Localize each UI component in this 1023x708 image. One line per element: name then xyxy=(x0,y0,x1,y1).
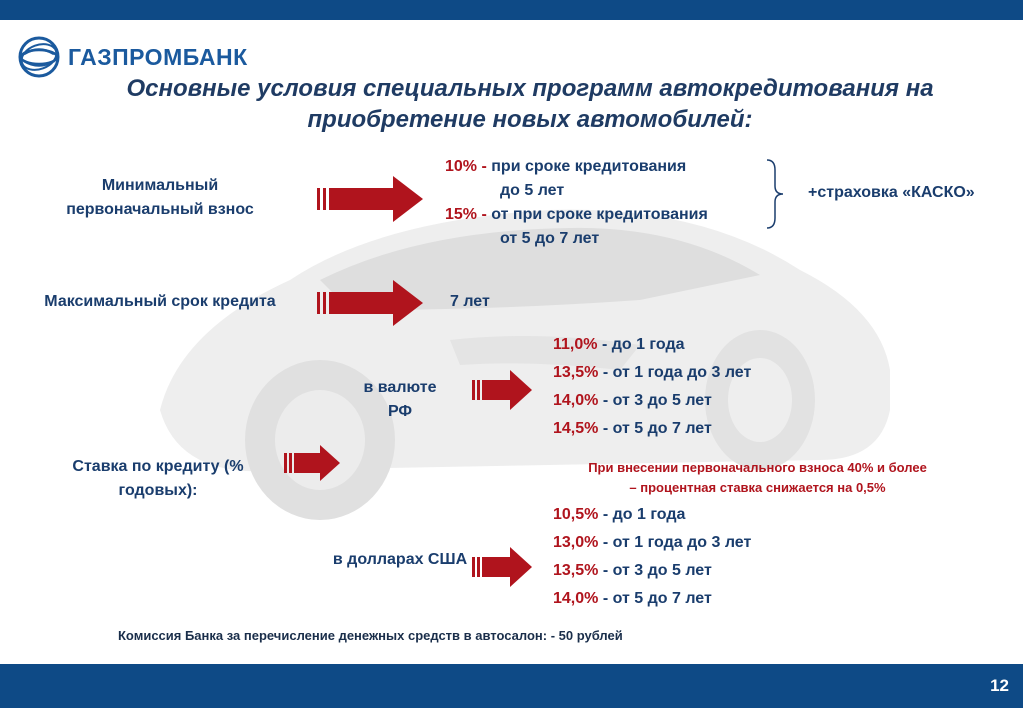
rate-percent: 13,5% xyxy=(553,364,599,381)
rate-arrow-icon xyxy=(284,445,340,481)
rate-label: Ставка по кредиту (% годовых): xyxy=(72,458,244,499)
insurance-label: +страховка «КАСКО» xyxy=(808,184,975,201)
rate-term: - от 1 года до 3 лет xyxy=(602,534,752,551)
rate-percent: 14,0% xyxy=(553,392,599,409)
rate-row: 10,5% - до 1 года xyxy=(553,506,685,524)
bottom-bar: 12 xyxy=(0,664,1023,708)
curly-brace-icon xyxy=(766,159,784,229)
discount-note-line2: – процентная ставка снижается на 0,5% xyxy=(629,480,886,495)
page-number: 12 xyxy=(990,676,1009,695)
rate-row: 14,5% - от 5 до 7 лет xyxy=(553,420,712,438)
usd-label: в долларах США xyxy=(332,551,468,568)
rate-term: - от 5 до 7 лет xyxy=(602,420,712,437)
top-bar xyxy=(0,0,1023,20)
gazprombank-emblem-icon xyxy=(18,36,60,78)
usd-arrow-icon xyxy=(472,547,532,587)
rate-percent: 13,5% xyxy=(553,562,599,579)
rate-row: 13,0% - от 1 года до 3 лет xyxy=(553,534,751,552)
rate-row: 14,0% - от 5 до 7 лет xyxy=(553,590,712,608)
rub-label: в валюте РФ xyxy=(363,379,437,420)
discount-note-line1: При внесении первоначального взноса 40% … xyxy=(588,460,927,475)
rate-percent: 11,0% xyxy=(553,336,598,353)
min-payment-line4: от 5 до 7 лет xyxy=(500,230,600,247)
rate-term: - до 1 года xyxy=(601,336,685,353)
rate-term: - от 3 до 5 лет xyxy=(602,392,712,409)
rate-percent: 13,0% xyxy=(553,534,599,551)
rate-term: - от 1 года до 3 лет xyxy=(602,364,752,381)
rub-arrow-icon xyxy=(472,370,532,410)
max-term-arrow-icon xyxy=(317,280,423,326)
min-payment-line3: 15% - от при сроке кредитования xyxy=(445,206,708,224)
rate-row: 13,5% - от 3 до 5 лет xyxy=(553,562,712,580)
rate-row: 14,0% - от 3 до 5 лет xyxy=(553,392,712,410)
rate-percent: 14,5% xyxy=(553,420,599,437)
min-payment-15-pct: 15% - xyxy=(445,206,487,223)
discount-note: При внесении первоначального взноса 40% … xyxy=(545,458,970,498)
max-term-label: Максимальный срок кредита xyxy=(44,293,276,310)
min-payment-label: Минимальный первоначальный взнос xyxy=(66,177,254,218)
brand-name: ГАЗПРОМБАНК xyxy=(68,43,248,70)
rate-percent: 14,0% xyxy=(553,590,599,607)
min-payment-line3-text: от при сроке кредитования xyxy=(491,206,708,223)
brand-logo: ГАЗПРОМБАНК xyxy=(18,36,248,78)
min-payment-line1-text: при сроке кредитования xyxy=(491,158,687,175)
page-title: Основные условия специальных программ ав… xyxy=(126,75,934,133)
rate-term: - от 5 до 7 лет xyxy=(602,590,712,607)
rate-row: 11,0% - до 1 года xyxy=(553,336,685,354)
max-term-value: 7 лет xyxy=(450,293,490,310)
min-payment-10-pct: 10% - xyxy=(445,158,487,175)
commission-footer: Комиссия Банка за перечисление денежных … xyxy=(118,628,623,643)
rate-percent: 10,5% xyxy=(553,506,599,523)
rate-term: - до 1 года xyxy=(602,506,686,523)
rate-term: - от 3 до 5 лет xyxy=(602,562,712,579)
min-payment-line1: 10% - при сроке кредитования xyxy=(445,158,686,176)
car-background-image xyxy=(160,209,890,520)
min-payment-arrow-icon xyxy=(317,176,423,222)
min-payment-line2: до 5 лет xyxy=(500,182,565,199)
rate-row: 13,5% - от 1 года до 3 лет xyxy=(553,364,751,382)
